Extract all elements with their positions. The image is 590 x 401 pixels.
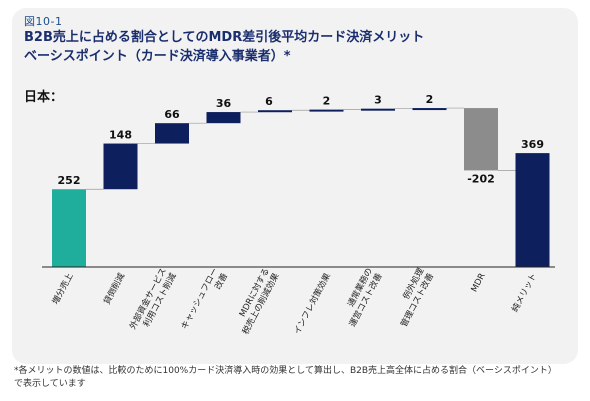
value-label-10: 369 [521,138,544,151]
chart-title: B2B売上に占める割合としてのMDR差引後平均カード決済メリット ベーシスポイン… [24,28,564,66]
bar-8 [412,108,447,111]
value-label-4: 36 [216,97,232,110]
figure-number: 図10-1 [24,15,63,28]
bar-6 [309,109,344,112]
category-label-3: 外部資金サービス利用コスト削減 [127,266,179,337]
category-label-9: MDR [470,272,488,294]
bar-10 [515,153,550,267]
category-label-4: キャッシュフロー改善 [180,266,231,336]
chart-title-line-2: ベーシスポイント（カード決済導入事業者）* [24,49,291,64]
bar-2 [103,143,138,190]
footnote-line-1: *各メリットの数値は、比較のために100%カード決済導入時の効果として算出し、B… [14,366,557,376]
region-label: 日本： [24,90,64,105]
category-label-2: 貸倒削減 [101,271,127,307]
bar-3 [155,123,189,144]
category-label-6: インフレ対策効果 [292,271,334,336]
value-label-8: 2 [426,93,434,106]
category-label-7: 通常業務の運営コスト改善 [337,266,385,329]
bar-5 [258,110,292,113]
footnote-line-2: で表示しています [14,379,86,389]
bar-1 [52,189,86,267]
bar-9 [464,108,498,171]
chart-title-line-1: B2B売上に占める割合としてのMDR差引後平均カード決済メリット [24,30,425,45]
footnote: *各メリットの数値は、比較のために100%カード決済導入時の効果として算出し、B… [14,365,584,391]
value-label-9: -202 [467,172,495,185]
category-label-8: 例外処理管理コスト改善 [389,266,437,329]
value-label-3: 66 [164,108,180,121]
category-label-5: MDRに対する税売上の削減効果 [230,266,282,337]
value-label-6: 2 [323,95,331,108]
category-label-10: 純メリット [509,271,539,314]
value-label-2: 148 [109,129,132,142]
value-label-7: 3 [374,94,382,107]
value-label-5: 6 [265,95,273,108]
bar-4 [206,112,241,124]
category-label-1: 増分売上 [50,271,76,307]
bar-7 [361,108,395,111]
value-label-1: 252 [58,174,81,187]
